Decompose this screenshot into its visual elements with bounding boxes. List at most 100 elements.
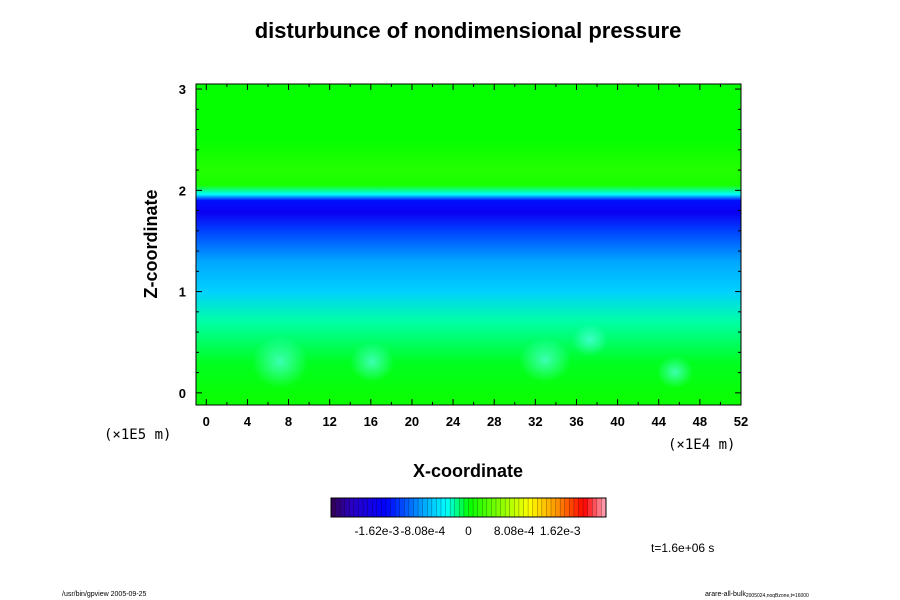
x-tick-label: 44: [652, 414, 667, 429]
colorbar-labels: -1.62e-3 -8.08e-4 0 8.08e-4 1.62e-3: [354, 524, 580, 538]
colorbar-segment: [555, 498, 561, 517]
x-tick-label: 52: [734, 414, 748, 429]
colorbar-segment: [500, 498, 506, 517]
colorbar-segment: [445, 498, 451, 517]
footer-right: arare-all-bulk2005024,noqBzone,t=16000: [705, 591, 809, 599]
colorbar-segment: [408, 498, 414, 517]
colorbar-segment: [331, 498, 336, 517]
colorbar-segment: [427, 498, 433, 517]
x-tick-label: 28: [487, 414, 501, 429]
colorbar-segment: [436, 498, 442, 517]
field-perturbation: [252, 336, 308, 388]
y-tick-label: 0: [179, 386, 186, 401]
x-axis-label: X-coordinate: [413, 461, 523, 481]
y-tick-label: 2: [179, 183, 186, 198]
colorbar-segment: [473, 498, 478, 517]
footer-left: /usr/bin/gpview 2005-09-25: [62, 591, 147, 598]
colorbar-segment: [459, 498, 465, 517]
colorbar-segment: [569, 498, 575, 517]
colorbar-segment: [344, 498, 350, 517]
field-perturbation: [519, 338, 571, 382]
colorbar-segment: [431, 498, 437, 517]
axis-ticks: [196, 84, 742, 405]
x-tick-label: 16: [364, 414, 378, 429]
colorbar-segment: [482, 498, 488, 517]
colorbar-segment: [551, 498, 556, 517]
x-unit-label: (×1E4 m): [668, 437, 735, 453]
colorbar-segment: [353, 498, 359, 517]
colorbar-segment: [404, 498, 410, 517]
colorbar-segment: [486, 498, 492, 517]
x-tick-label: 36: [569, 414, 583, 429]
colorbar-segment: [505, 498, 511, 517]
x-tick-label: 12: [322, 414, 336, 429]
x-tick-label: 8: [285, 414, 292, 429]
y-unit-label: (×1E5 m): [104, 427, 171, 443]
x-tick-labels: 0 4 8 12 16 20 24 28 32 36 40 44 48 52: [203, 414, 749, 429]
colorbar-segment: [463, 498, 469, 517]
field-perturbation: [350, 342, 394, 382]
colorbar-tick-label: -1.62e-3: [354, 524, 399, 538]
footer-right-sub: 2005024,noqBzone,t=16000: [746, 593, 809, 599]
colorbar-frame: [330, 497, 607, 518]
colorbar-tick-label: 8.08e-4: [494, 524, 535, 538]
colorbar-segment: [422, 498, 428, 517]
plot-area: [196, 84, 741, 405]
x-tick-label: 24: [446, 414, 461, 429]
colorbar-segment: [596, 498, 602, 517]
colorbar-segment: [450, 498, 456, 517]
colorbar-tick-label: 1.62e-3: [540, 524, 581, 538]
colorbar-segment: [418, 498, 423, 517]
chart-title: disturbunce of nondimensional pressure: [255, 18, 682, 43]
colorbar-segment: [601, 498, 607, 517]
colorbar-segment: [358, 498, 364, 517]
colorbar: [331, 498, 607, 517]
colorbar-segment: [399, 498, 405, 517]
colorbar-segment: [564, 498, 570, 517]
colorbar-segment: [546, 498, 552, 517]
colorbar-segment: [468, 498, 474, 517]
colorbar-segment: [367, 498, 373, 517]
x-tick-label: 20: [405, 414, 419, 429]
x-tick-label: 4: [244, 414, 252, 429]
colorbar-segment: [477, 498, 483, 517]
x-tick-label: 0: [203, 414, 210, 429]
x-tick-label: 40: [610, 414, 624, 429]
colorbar-segment: [349, 498, 355, 517]
colorbar-segment: [386, 498, 391, 517]
colorbar-segment: [395, 498, 401, 517]
colorbar-segment: [573, 498, 579, 517]
y-tick-labels: 0 1 2 3: [179, 82, 186, 401]
colorbar-segment: [560, 498, 566, 517]
x-tick-label: 32: [528, 414, 542, 429]
colorbar-segment: [518, 498, 524, 517]
colorbar-segment: [413, 498, 419, 517]
colorbar-segment: [340, 498, 346, 517]
footer-right-main: arare-all-bulk: [705, 591, 746, 598]
colorbar-tick-label: 0: [465, 524, 472, 538]
colorbar-segment: [532, 498, 538, 517]
colorbar-segment: [578, 498, 584, 517]
colorbar-segment: [509, 498, 515, 517]
colorbar-segment: [537, 498, 543, 517]
colorbar-segment: [376, 498, 382, 517]
y-axis-label: Z-coordinate: [141, 189, 161, 298]
colorbar-segment: [363, 498, 368, 517]
colorbar-segment: [528, 498, 533, 517]
colorbar-segment: [491, 498, 497, 517]
time-label: t=1.6e+06 s: [651, 541, 714, 555]
colorbar-segment: [381, 498, 387, 517]
y-tick-label: 1: [179, 285, 186, 300]
x-tick-label: 48: [693, 414, 707, 429]
field-perturbation: [657, 356, 693, 388]
colorbar-segment: [587, 498, 593, 517]
colorbar-tick-label: -8.08e-4: [400, 524, 445, 538]
colorbar-segment: [335, 498, 341, 517]
colorbar-segment: [583, 498, 588, 517]
colorbar-segment: [390, 498, 396, 517]
colorbar-segment: [514, 498, 520, 517]
colorbar-segment: [541, 498, 547, 517]
plot-frame: [195, 83, 742, 406]
colorbar-segment: [523, 498, 529, 517]
